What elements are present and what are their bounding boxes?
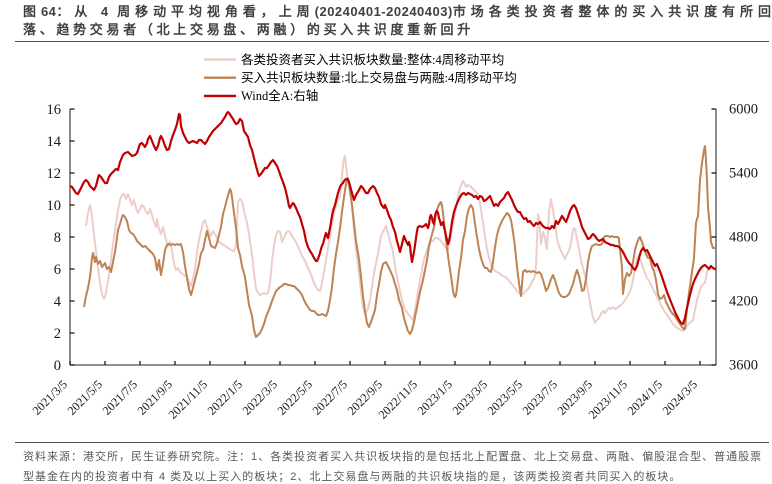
svg-text:2022/1/5: 2022/1/5 (205, 377, 246, 418)
svg-text:12: 12 (47, 166, 62, 182)
svg-text:4: 4 (54, 294, 62, 310)
svg-text:4200: 4200 (729, 294, 758, 310)
svg-text:16: 16 (47, 102, 62, 118)
svg-text:各类投资者买入共识板块数量:整体:4周移动平均: 各类投资者买入共识板块数量:整体:4周移动平均 (241, 52, 504, 67)
svg-text:2024/3/5: 2024/3/5 (660, 377, 701, 418)
svg-text:6000: 6000 (729, 102, 758, 118)
svg-text:2023/11/5: 2023/11/5 (586, 377, 631, 422)
svg-text:2: 2 (54, 326, 61, 342)
svg-text:2022/11/5: 2022/11/5 (376, 377, 421, 422)
svg-text:4800: 4800 (729, 230, 758, 246)
svg-text:2023/7/5: 2023/7/5 (520, 377, 561, 418)
svg-text:2023/1/5: 2023/1/5 (415, 377, 456, 418)
svg-text:10: 10 (47, 198, 62, 214)
svg-text:6: 6 (54, 262, 61, 278)
svg-text:Wind全A:右轴: Wind全A:右轴 (241, 88, 318, 103)
svg-text:2023/5/5: 2023/5/5 (485, 377, 526, 418)
svg-text:2022/3/5: 2022/3/5 (240, 377, 281, 418)
svg-text:2024/1/5: 2024/1/5 (625, 377, 666, 418)
svg-text:2022/7/5: 2022/7/5 (310, 377, 351, 418)
svg-text:0: 0 (54, 358, 61, 374)
svg-text:2021/11/5: 2021/11/5 (166, 377, 211, 422)
svg-text:2021/3/5: 2021/3/5 (30, 377, 71, 418)
svg-text:2021/5/5: 2021/5/5 (65, 377, 106, 418)
svg-text:2021/7/5: 2021/7/5 (100, 377, 141, 418)
svg-text:2022/5/5: 2022/5/5 (275, 377, 316, 418)
svg-text:8: 8 (54, 230, 61, 246)
svg-text:2023/3/5: 2023/3/5 (450, 377, 491, 418)
svg-text:14: 14 (47, 134, 62, 150)
svg-text:买入共识板块数量:北上交易盘与两融:4周移动平均: 买入共识板块数量:北上交易盘与两融:4周移动平均 (241, 70, 517, 85)
svg-text:3600: 3600 (729, 358, 758, 374)
svg-text:5400: 5400 (729, 166, 758, 182)
